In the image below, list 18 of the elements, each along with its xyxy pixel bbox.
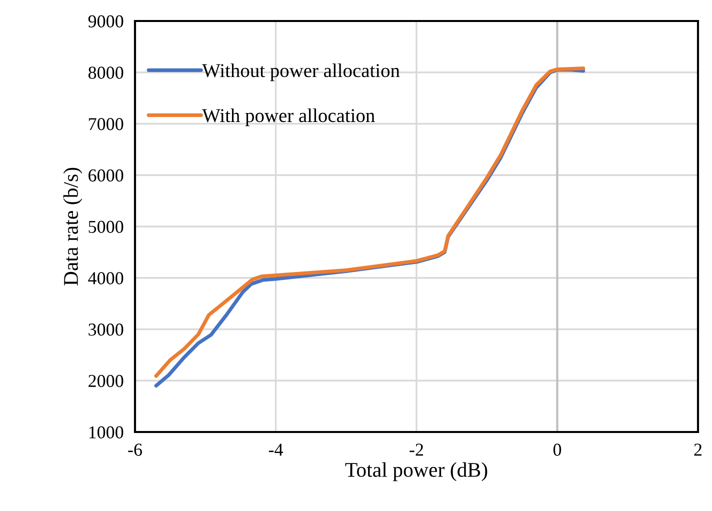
x-tick-label: -4 — [268, 444, 283, 456]
y-axis-title: Data rate (b/s) — [63, 168, 82, 286]
y-tick-label: 1000 — [89, 426, 124, 438]
y-tick-label: 5000 — [88, 220, 124, 233]
y-tick-label: 8000 — [88, 66, 124, 79]
y-tick-label: 4000 — [88, 272, 124, 284]
x-tick-label: -6 — [128, 444, 142, 456]
y-tick-label: 3000 — [88, 324, 124, 336]
y-tick-label: 6000 — [88, 169, 124, 182]
y-tick-label: 2000 — [88, 374, 124, 388]
x-tick-label: 0 — [553, 444, 562, 456]
legend-label: With power allocation — [202, 108, 375, 126]
x-tick-label: -2 — [410, 444, 424, 456]
x-tick-label: 2 — [694, 444, 702, 456]
legend-label: Without power allocation — [202, 64, 400, 82]
y-tick-label: 9000 — [88, 15, 124, 28]
x-axis-title: Total power (dB) — [345, 462, 488, 482]
y-tick-label: 7000 — [88, 118, 124, 130]
